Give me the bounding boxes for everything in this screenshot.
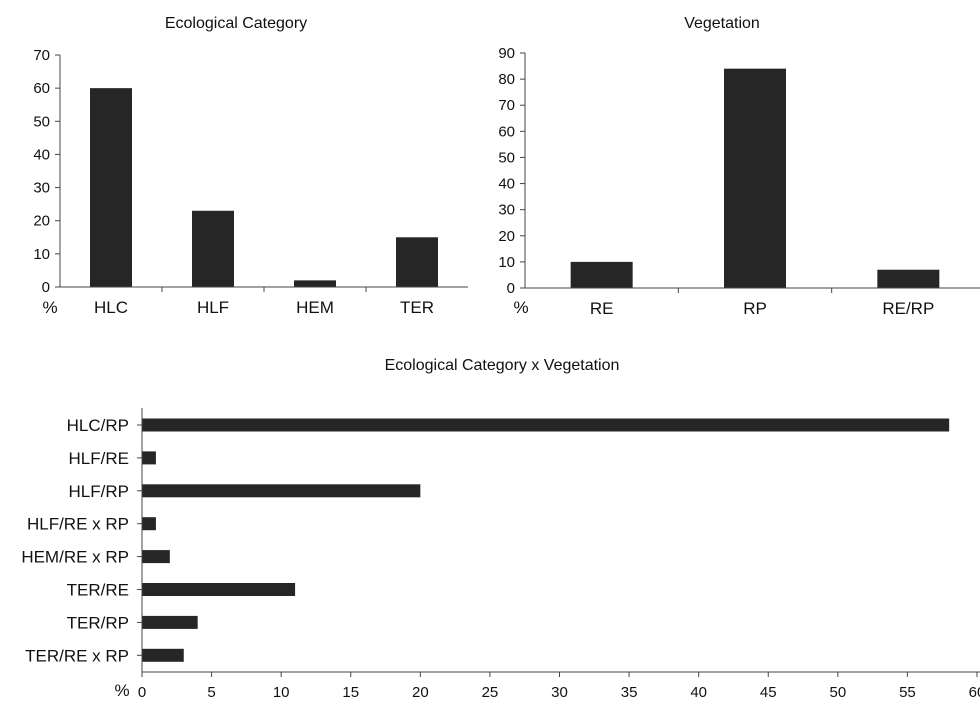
y-tick-label: 70 <box>33 47 50 64</box>
chart-title: Ecological Category x Vegetation <box>385 357 620 374</box>
bar-hlc <box>90 88 132 288</box>
bars <box>570 68 940 289</box>
bar-hlf <box>192 210 234 287</box>
unit-label: % <box>42 298 57 317</box>
y-tick-labels: 0 10 20 30 40 50 60 70 80 90 <box>498 45 525 297</box>
category-label: TER <box>400 298 434 317</box>
bar-rp <box>724 68 786 289</box>
x-tick-label: 60 <box>969 684 980 701</box>
y-tick-label: 80 <box>498 71 515 88</box>
y-tick-label: 20 <box>498 228 515 245</box>
bar-hem-re-x-rp <box>142 550 170 564</box>
category-labels: HLC/RP HLF/RE HLF/RP HLF/RE x RP HEM/RE x RP… <box>21 416 142 665</box>
x-tick-label: 15 <box>342 684 359 701</box>
x-tick-label: 10 <box>273 684 290 701</box>
y-tick-label: 50 <box>498 149 515 166</box>
category-label: HEM/RE x RP <box>21 548 129 567</box>
bars <box>90 88 438 288</box>
y-tick-label: 60 <box>498 123 515 140</box>
bar-hlc-rp <box>142 418 950 432</box>
y-tick-label: 40 <box>498 176 515 193</box>
category-labels: HLC HLF HEM TER <box>94 287 434 317</box>
y-tick-labels: 0 10 20 30 40 50 60 70 <box>33 47 60 296</box>
category-label: TER/RE x RP <box>25 646 129 665</box>
bars <box>142 418 950 662</box>
x-tick-label: 5 <box>207 684 215 701</box>
category-label: HLF/RP <box>69 482 129 501</box>
category-label: HLC/RP <box>67 416 129 435</box>
y-tick-label: 90 <box>498 45 515 62</box>
x-tick-label: 25 <box>482 684 499 701</box>
x-tick-label: 0 <box>138 684 146 701</box>
unit-label: % <box>513 298 528 317</box>
y-tick-label: 0 <box>42 279 50 296</box>
x-tick-label: 40 <box>690 684 707 701</box>
bar-re <box>570 261 633 288</box>
x-tick-label: 35 <box>621 684 638 701</box>
category-x-vegetation-chart: Ecological Category x Vegetation % 0 5 10 1… <box>21 357 980 701</box>
category-label: TER/RP <box>67 613 129 632</box>
category-label: RE/RP <box>882 299 934 318</box>
category-label: TER/RE <box>67 581 129 600</box>
bar-hlf-rp <box>142 484 421 498</box>
y-tick-label: 70 <box>498 97 515 114</box>
category-label: RP <box>743 299 767 318</box>
x-tick-label: 30 <box>551 684 568 701</box>
x-tick-label: 45 <box>760 684 777 701</box>
category-label: HEM <box>296 298 334 317</box>
y-tick-label: 40 <box>33 146 50 163</box>
y-tick-label: 10 <box>498 254 515 271</box>
bar-hlf-re <box>142 451 156 465</box>
vegetation-chart: Vegetation % 0 10 20 30 40 50 60 70 80 90 RE RP RE/… <box>498 15 980 318</box>
category-labels: RE RP RE/RP <box>590 288 934 318</box>
bar-re-rp <box>877 269 940 288</box>
y-tick-label: 10 <box>33 246 50 263</box>
ecological-category-chart: Ecological Category % 0 10 20 30 40 50 60 70 HL… <box>33 15 468 317</box>
y-tick-label: 0 <box>507 280 515 297</box>
x-tick-label: 20 <box>412 684 429 701</box>
bar-ter <box>396 237 438 287</box>
bar-ter-rp <box>142 615 198 629</box>
y-tick-label: 20 <box>33 213 50 230</box>
y-tick-label: 30 <box>33 180 50 197</box>
x-tick-label: 50 <box>829 684 846 701</box>
x-tick-labels: 0 5 10 15 20 25 30 35 40 45 50 55 60 <box>138 672 980 701</box>
y-tick-label: 30 <box>498 202 515 219</box>
chart-title: Ecological Category <box>165 15 307 32</box>
bar-hem <box>294 280 336 287</box>
chart-title: Vegetation <box>684 15 760 32</box>
category-label: HLF <box>197 298 229 317</box>
bar-ter-re-x-rp <box>142 648 184 662</box>
y-tick-label: 60 <box>33 80 50 97</box>
category-label: HLF/RE <box>69 449 129 468</box>
bar-ter-re <box>142 583 296 596</box>
bar-hlf-re-x-rp <box>142 517 156 531</box>
unit-label: % <box>114 681 129 700</box>
x-tick-label: 55 <box>899 684 916 701</box>
category-label: HLC <box>94 298 128 317</box>
category-label: RE <box>590 299 614 318</box>
category-label: HLF/RE x RP <box>27 515 129 534</box>
y-tick-label: 50 <box>33 113 50 130</box>
